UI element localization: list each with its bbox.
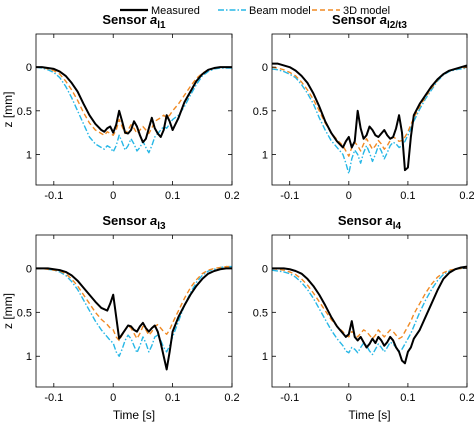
- x-tick-label: 0.1: [400, 392, 415, 404]
- legend-item-0: Measured: [120, 5, 200, 17]
- title-subscript: l4: [393, 221, 402, 232]
- y-tick-label: 1: [26, 351, 32, 363]
- series-line-beam-model: [36, 66, 232, 154]
- series-line-3d-model: [272, 266, 467, 340]
- title-symbol: a: [150, 213, 157, 228]
- title-prefix: Sensor: [102, 213, 150, 228]
- legend: Measured Beam model 3D model: [120, 5, 390, 17]
- x-tick-label: 0.2: [224, 190, 239, 202]
- title-symbol: a: [150, 12, 157, 27]
- legend-label: Beam model: [249, 5, 311, 17]
- x-tick-label: -0.1: [280, 190, 299, 202]
- series-group: [272, 62, 467, 175]
- panel-title: Sensor al1: [102, 12, 166, 31]
- x-tick-label: 0.1: [165, 190, 180, 202]
- y-tick-label: 0: [26, 62, 32, 74]
- x-tick-label: 0.2: [459, 190, 474, 202]
- y-axis-title: z [mm]: [1, 293, 15, 329]
- panel-2: Sensor al2/t3 -0.1 0 0.1 0.2 0 0.5 1: [253, 12, 474, 202]
- panel-1: Sensor al1 -0.1 0 0.1 0.2 0 0.5 1 z [mm]: [1, 12, 240, 202]
- title-subscript: l2/t3: [387, 20, 407, 31]
- x-tick-label: 0: [346, 190, 352, 202]
- x-tick-label: -0.1: [44, 190, 63, 202]
- x-axis-title: Time [s]: [348, 408, 390, 422]
- series-line-3d-model: [36, 265, 232, 342]
- x-tick-label: 0: [110, 392, 116, 404]
- x-axis-title: Time [s]: [113, 408, 155, 422]
- y-tick-label: 0.5: [17, 307, 32, 319]
- series-line-measured: [36, 267, 232, 371]
- y-tick-label: 1: [262, 149, 268, 161]
- series-line-beam-model: [272, 67, 467, 175]
- x-tick-label: 0.2: [459, 392, 474, 404]
- y-tick-label: 0.5: [253, 307, 268, 319]
- panel-title: Sensor al2/t3: [332, 12, 407, 31]
- chart-panels: Sensor al1-0.1 0 0.1 0.200.51z [mm]Sensor a…: [1, 12, 474, 422]
- series-line-3d-model: [36, 66, 232, 136]
- y-tick-label: 0.5: [17, 106, 32, 118]
- axes-box: [271, 33, 468, 186]
- y-axis-title: z [mm]: [1, 92, 15, 128]
- title-prefix: Sensor: [332, 12, 380, 27]
- title-symbol: a: [380, 12, 387, 27]
- title-symbol: a: [386, 213, 393, 228]
- x-tick-label: -0.1: [44, 392, 63, 404]
- panel-3: Sensor al3 -0.1 0 0.1 0.2 0 0.5 1 z [mm] Time [s]: [1, 213, 240, 422]
- legend-label: Measured: [151, 5, 200, 17]
- series-line-beam-model: [272, 266, 467, 356]
- y-tick-label: 0: [262, 62, 268, 74]
- x-tick-label: 0.1: [165, 392, 180, 404]
- axes-box: [35, 33, 233, 186]
- y-tick-label: 0.5: [253, 106, 268, 118]
- series-group: [36, 265, 232, 371]
- x-tick-label: 0: [110, 190, 116, 202]
- panel-title: Sensor al3: [102, 213, 166, 232]
- legend-item-1: Beam model: [218, 5, 311, 17]
- series-group: [36, 66, 232, 154]
- y-tick-label: 1: [26, 149, 32, 161]
- title-prefix: Sensor: [338, 213, 386, 228]
- series-line-measured: [272, 62, 467, 172]
- series-line-measured: [36, 66, 232, 144]
- axes-box: [35, 234, 233, 388]
- title-subscript: l1: [157, 20, 166, 31]
- x-tick-label: 0.2: [224, 392, 239, 404]
- x-tick-label: 0.1: [400, 190, 415, 202]
- title-prefix: Sensor: [102, 12, 150, 27]
- panel-4: Sensor al4 -0.1 0 0.1 0.2 0 0.5 1 Time [s]: [253, 213, 474, 422]
- y-tick-label: 0: [262, 263, 268, 275]
- title-subscript: l3: [157, 221, 166, 232]
- series-line-3d-model: [272, 66, 467, 157]
- x-tick-label: 0: [346, 392, 352, 404]
- x-tick-label: -0.1: [280, 392, 299, 404]
- legend-item-2: 3D model: [312, 5, 390, 17]
- y-tick-label: 0: [26, 263, 32, 275]
- series-line-measured: [272, 265, 467, 365]
- y-tick-label: 1: [262, 351, 268, 363]
- series-group: [272, 265, 467, 365]
- legend-label: 3D model: [343, 5, 390, 17]
- panel-title: Sensor al4: [338, 213, 402, 232]
- axes-box: [271, 234, 468, 388]
